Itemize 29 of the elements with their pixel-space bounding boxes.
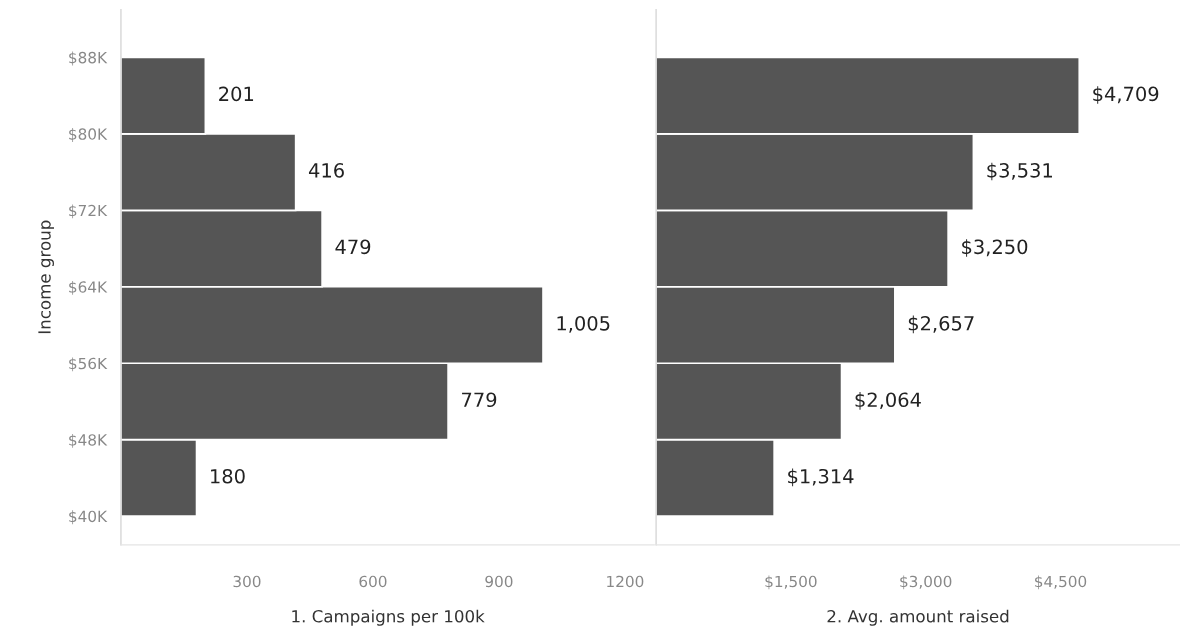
x-tick-label: 600 — [359, 575, 387, 588]
data-label: 180 — [211, 468, 245, 484]
y-tick-label: $88K — [69, 51, 108, 66]
data-label: 779 — [462, 392, 497, 408]
data-label: $3,531 — [987, 162, 1052, 181]
x-tick-label: $4,500 — [1035, 575, 1087, 590]
data-label: 479 — [335, 239, 371, 255]
data-label: $4,709 — [1093, 86, 1159, 104]
y-tick-label: $48K — [69, 433, 108, 448]
y-tick-label: $56K — [69, 357, 108, 372]
data-label: 416 — [308, 163, 344, 178]
x-axis-title: 2. Avg. amount raised — [827, 609, 1009, 626]
x-tick-label: 900 — [485, 575, 513, 588]
y-axis-title: Income group — [38, 220, 54, 334]
y-tick-label: $80K — [69, 128, 108, 142]
x-tick-label: $1,500 — [765, 575, 817, 590]
data-label: 201 — [219, 86, 254, 102]
data-label: 1,005 — [557, 315, 610, 333]
y-tick-label: $40K — [69, 510, 108, 525]
data-label: $1,314 — [788, 468, 854, 487]
data-label: $3,250 — [962, 239, 1028, 257]
x-tick-label: 300 — [233, 575, 261, 588]
data-label: $2,064 — [855, 392, 921, 410]
x-axis-title: 1. Campaigns per 100k — [292, 609, 485, 626]
y-tick-label: $64K — [69, 280, 108, 295]
x-tick-label: 1200 — [607, 575, 644, 588]
y-tick-label: $72K — [69, 204, 108, 219]
x-tick-label: $3,000 — [900, 575, 952, 590]
data-label: $2,657 — [908, 315, 974, 334]
